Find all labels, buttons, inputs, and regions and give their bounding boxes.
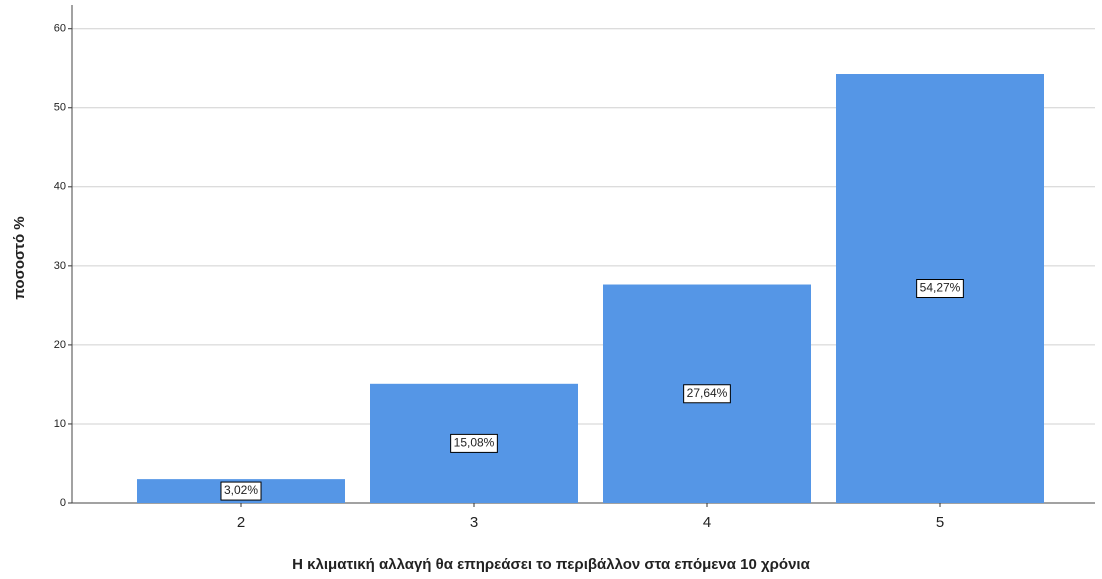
value-label-box	[683, 384, 731, 404]
value-label: 27,64%	[687, 386, 728, 400]
x-tick-label: 4	[703, 514, 711, 531]
x-tick-label: 5	[936, 514, 944, 531]
value-label-box	[916, 279, 964, 299]
y-axis-title: ποσοστό %	[11, 216, 28, 299]
x-tick-label: 3	[470, 514, 478, 531]
y-tick-label: 40	[54, 181, 66, 193]
y-tick-label: 50	[54, 102, 66, 114]
value-label: 15,08%	[454, 436, 495, 450]
y-tick-label: 60	[54, 23, 66, 35]
y-tick-label: 20	[54, 339, 66, 351]
value-label: 3,02%	[224, 483, 258, 497]
y-tick-label: 30	[54, 260, 66, 272]
y-tick-label: 0	[60, 497, 66, 509]
value-label-box	[220, 481, 262, 501]
value-label-box	[450, 433, 498, 453]
x-tick-label: 2	[237, 514, 245, 531]
y-tick-label: 10	[54, 418, 66, 430]
value-label: 54,27%	[920, 281, 961, 295]
x-axis-title: Η κλιματική αλλαγή θα επηρεάσει το περιβ…	[292, 556, 810, 573]
